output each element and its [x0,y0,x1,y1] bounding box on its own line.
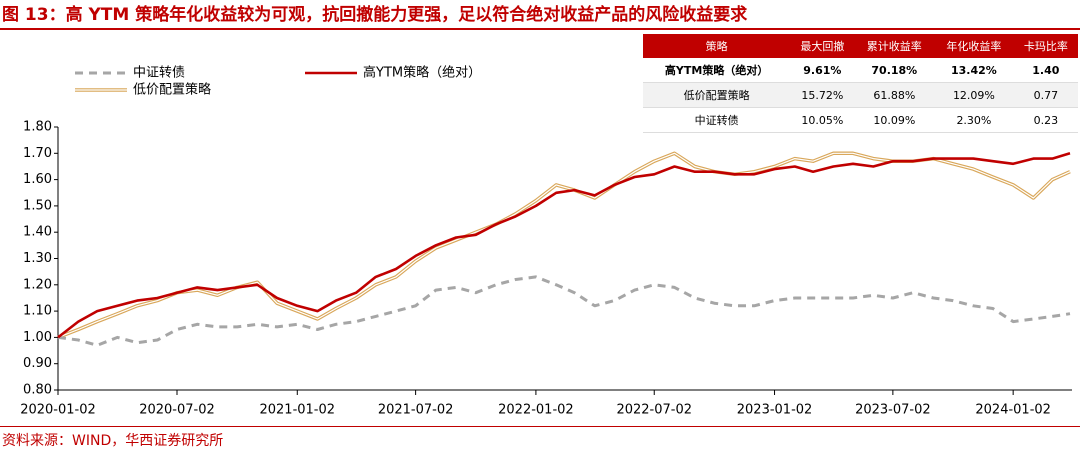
figure-title: 图 13：高 YTM 策略年化收益较为可观，抗回撤能力更强，足以符合绝对收益产品… [2,5,748,25]
x-tick-label: 2021-07-02 [378,403,454,418]
table-body: 高YTM策略（绝对） 9.61% 70.18% 13.42% 1.40 低价配置策略 15.… [643,58,1078,133]
y-tick-label: 1.70 [23,146,52,161]
x-tick-label: 2023-01-02 [737,403,813,418]
rule [0,28,1080,30]
series-line [57,152,1071,338]
table-cell: 12.09% [934,82,1014,108]
x-tick-label: 2024-01-02 [975,403,1051,418]
legend-label: 中证转债 [133,66,185,81]
legend-label: 低价配置策略 [133,82,211,98]
table-row: 低价配置策略 15.72% 61.88% 12.09% 0.77 [643,82,1078,108]
y-tick-label: 0.80 [23,383,52,398]
x-tick-label: 2022-01-02 [498,403,574,418]
column-header: 年化收益率 [934,34,1014,58]
column-header: 累计收益率 [854,34,935,58]
y-tick-label: 1.60 [23,172,52,187]
table-cell: 高YTM策略（绝对） [643,58,791,83]
table-row: 中证转债 10.05% 10.09% 2.30% 0.23 [643,107,1078,133]
table-cell: 9.61% [790,58,855,83]
table-row: 高YTM策略（绝对） 9.61% 70.18% 13.42% 1.40 [643,58,1078,83]
rule [0,426,1080,427]
column-header: 最大回撤 [790,34,855,58]
table-cell: 中证转债 [643,107,791,133]
series-line [57,151,1071,340]
y-tick-label: 1.80 [23,120,52,135]
y-tick-label: 1.40 [23,225,52,240]
legend-label: 高YTM策略（绝对） [363,65,481,81]
table-cell: 0.23 [1013,107,1078,133]
table-header: 策略 最大回撤 累计收益率 年化收益率 卡玛比率 [643,34,1078,58]
y-tick-label: 0.90 [23,356,52,371]
table-cell: 70.18% [854,58,935,83]
table-cell: 13.42% [934,58,1014,83]
table-cell: 2.30% [934,107,1014,133]
y-tick-label: 1.20 [23,277,52,292]
x-tick-label: 2021-01-02 [259,403,335,418]
table-cell: 1.40 [1013,58,1078,83]
table-cell: 10.09% [854,107,935,133]
table-cell: 15.72% [790,82,855,108]
source-note: 资料来源：WIND，华西证券研究所 [2,433,224,449]
table-cell: 61.88% [854,82,935,108]
table-cell: 低价配置策略 [643,82,791,108]
x-tick-label: 2020-01-02 [20,403,96,418]
table-cell: 0.77 [1013,82,1078,108]
column-header: 卡玛比率 [1013,34,1078,58]
column-header: 策略 [643,34,791,58]
x-tick-label: 2023-07-02 [855,403,931,418]
y-tick-label: 1.50 [23,198,52,213]
x-tick-label: 2022-07-02 [616,403,692,418]
y-tick-label: 1.10 [23,304,52,319]
table-cell: 10.05% [790,107,855,133]
y-tick-label: 1.00 [23,330,52,345]
y-tick-label: 1.30 [23,251,52,266]
series-line [57,275,1071,347]
stats-table: 策略 最大回撤 累计收益率 年化收益率 卡玛比率 高YTM策略（绝对） 9.61% 70.1… [643,34,1078,133]
series-line [57,152,1071,339]
x-tick-label: 2020-07-02 [139,403,215,418]
